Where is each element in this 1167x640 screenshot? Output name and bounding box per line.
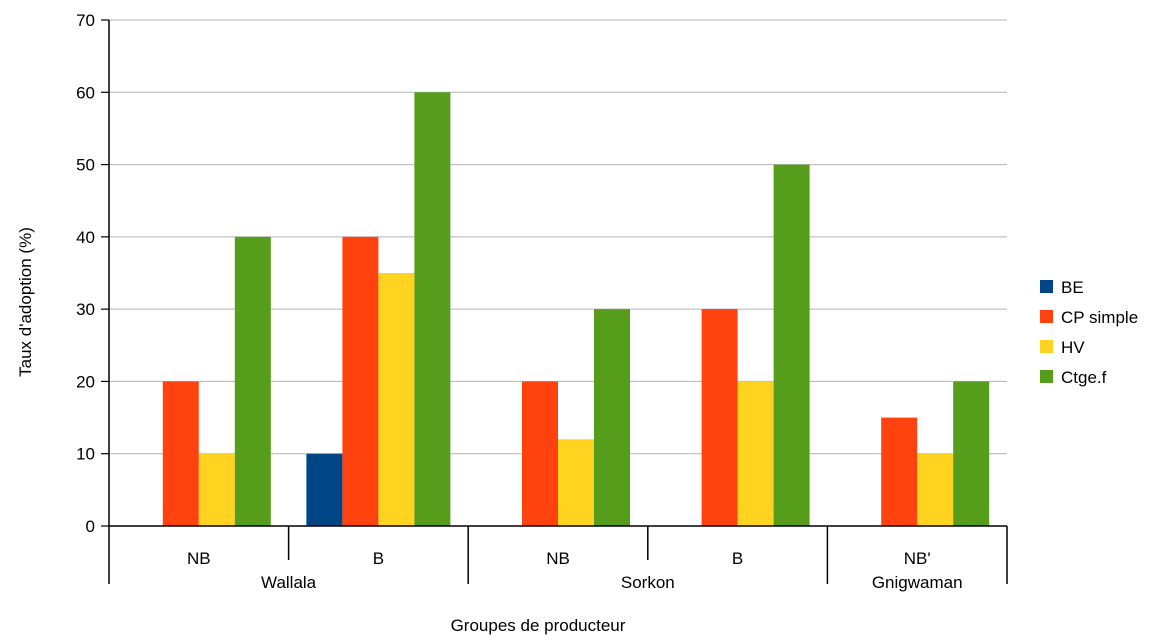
legend-swatch [1040,370,1053,383]
x-axis-label: Groupes de producteur [451,616,626,635]
bar [953,381,990,526]
axes [101,19,1008,584]
y-tick-label: 0 [86,517,95,536]
bar [342,236,379,526]
bar [881,417,918,526]
legend-swatch [1040,280,1053,293]
x-category-label: NB' [904,549,931,568]
bar [234,236,271,526]
x-group-labels: Wallala Sorkon Gnigwaman [261,573,963,592]
x-category-label: B [732,549,743,568]
x-group-label: Sorkon [621,573,675,592]
bar [306,453,343,526]
bars [162,92,990,527]
y-tick-label: 20 [76,372,95,391]
bar [414,92,451,527]
y-tick-label: 40 [76,228,95,247]
y-axis-label: Taux d'adoption (%) [16,227,35,377]
legend-label: BE [1061,278,1084,297]
y-tick-label: 70 [76,11,95,30]
y-tick-label: 50 [76,156,95,175]
y-tick-label: 60 [76,83,95,102]
bar [701,309,738,526]
x-group-label: Gnigwaman [872,573,963,592]
x-category-label: B [373,549,384,568]
bar [917,453,954,526]
x-category-label: NB [187,549,211,568]
y-tick-labels: 0 10 20 30 40 50 60 70 [76,11,95,536]
bar [378,273,415,526]
bar [594,309,630,526]
legend-label: CP simple [1061,308,1138,327]
bar [522,381,558,526]
legend-label: Ctge.f [1061,368,1107,387]
legend-swatch [1040,340,1053,353]
x-group-label: Wallala [261,573,317,592]
bar [737,381,774,526]
x-category-label: NB [546,549,570,568]
legend-swatch [1040,310,1053,323]
bar [198,453,235,526]
legend: BE CP simple HV Ctge.f [1040,278,1138,387]
bar [162,381,199,526]
y-tick-label: 10 [76,445,95,464]
legend-label: HV [1061,338,1085,357]
bar [773,164,810,527]
bar [558,439,594,526]
x-category-labels: NB B NB B NB' [187,549,931,568]
y-tick-label: 30 [76,300,95,319]
